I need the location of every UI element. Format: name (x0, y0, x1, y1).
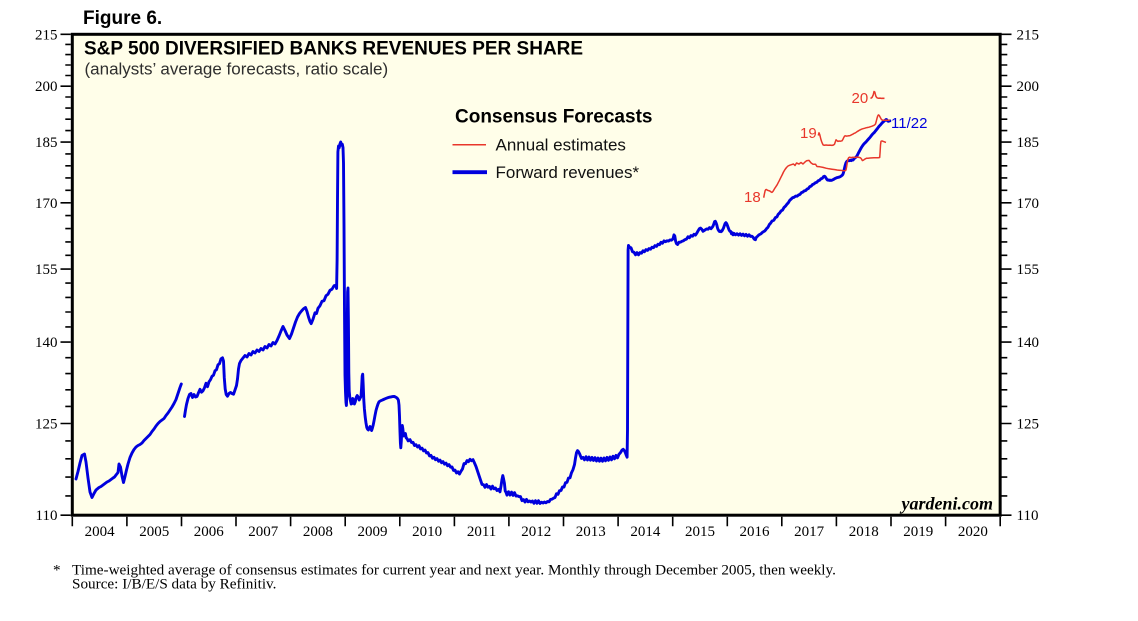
svg-text:185: 185 (35, 135, 58, 151)
svg-text:2004: 2004 (85, 524, 116, 540)
svg-text:2019: 2019 (903, 524, 933, 540)
svg-text:215: 215 (1017, 27, 1040, 43)
svg-text:2013: 2013 (576, 524, 606, 540)
svg-text:155: 155 (1017, 262, 1040, 278)
svg-text:yardeni.com: yardeni.com (900, 494, 994, 514)
svg-text:215: 215 (35, 27, 58, 43)
svg-text:125: 125 (35, 417, 58, 433)
svg-text:19: 19 (800, 125, 817, 142)
svg-text:*: * (53, 562, 61, 579)
svg-text:2011: 2011 (467, 524, 496, 540)
svg-text:155: 155 (35, 262, 58, 278)
svg-text:200: 200 (35, 79, 58, 95)
svg-text:2018: 2018 (849, 524, 879, 540)
svg-text:(analysts’ average forecasts,: (analysts’ average forecasts, ratio scal… (85, 60, 389, 79)
svg-text:110: 110 (36, 508, 58, 524)
svg-text:2012: 2012 (521, 524, 551, 540)
svg-text:Figure 6.: Figure 6. (83, 8, 162, 29)
svg-text:110: 110 (1017, 508, 1039, 524)
svg-text:2014: 2014 (630, 524, 661, 540)
svg-text:Time-weighted average of conse: Time-weighted average of consensus estim… (72, 562, 836, 579)
svg-text:2008: 2008 (303, 524, 333, 540)
svg-text:Annual estimates: Annual estimates (496, 136, 626, 155)
svg-text:2009: 2009 (358, 524, 388, 540)
svg-text:140: 140 (35, 335, 58, 351)
svg-text:2017: 2017 (794, 524, 825, 540)
svg-text:2007: 2007 (248, 524, 279, 540)
svg-text:170: 170 (35, 196, 58, 212)
svg-text:2010: 2010 (412, 524, 442, 540)
svg-text:S&P 500 DIVERSIFIED BANKS REVE: S&P 500 DIVERSIFIED BANKS REVENUES PER S… (84, 39, 583, 60)
svg-text:20: 20 (852, 90, 869, 107)
svg-text:200: 200 (1017, 79, 1040, 95)
svg-text:2015: 2015 (685, 524, 715, 540)
svg-text:18: 18 (744, 189, 761, 206)
svg-text:Consensus Forecasts: Consensus Forecasts (455, 107, 652, 128)
svg-text:185: 185 (1017, 135, 1040, 151)
svg-text:2006: 2006 (194, 524, 225, 540)
svg-text:125: 125 (1017, 417, 1040, 433)
svg-text:2020: 2020 (958, 524, 988, 540)
svg-text:Source: I/B/E/S data by Refini: Source: I/B/E/S data by Refinitiv. (72, 576, 276, 593)
svg-text:2005: 2005 (139, 524, 169, 540)
svg-text:2016: 2016 (740, 524, 771, 540)
svg-text:11/22: 11/22 (891, 115, 927, 132)
svg-text:Forward revenues*: Forward revenues* (496, 163, 640, 182)
svg-text:170: 170 (1017, 196, 1040, 212)
svg-text:140: 140 (1017, 335, 1040, 351)
